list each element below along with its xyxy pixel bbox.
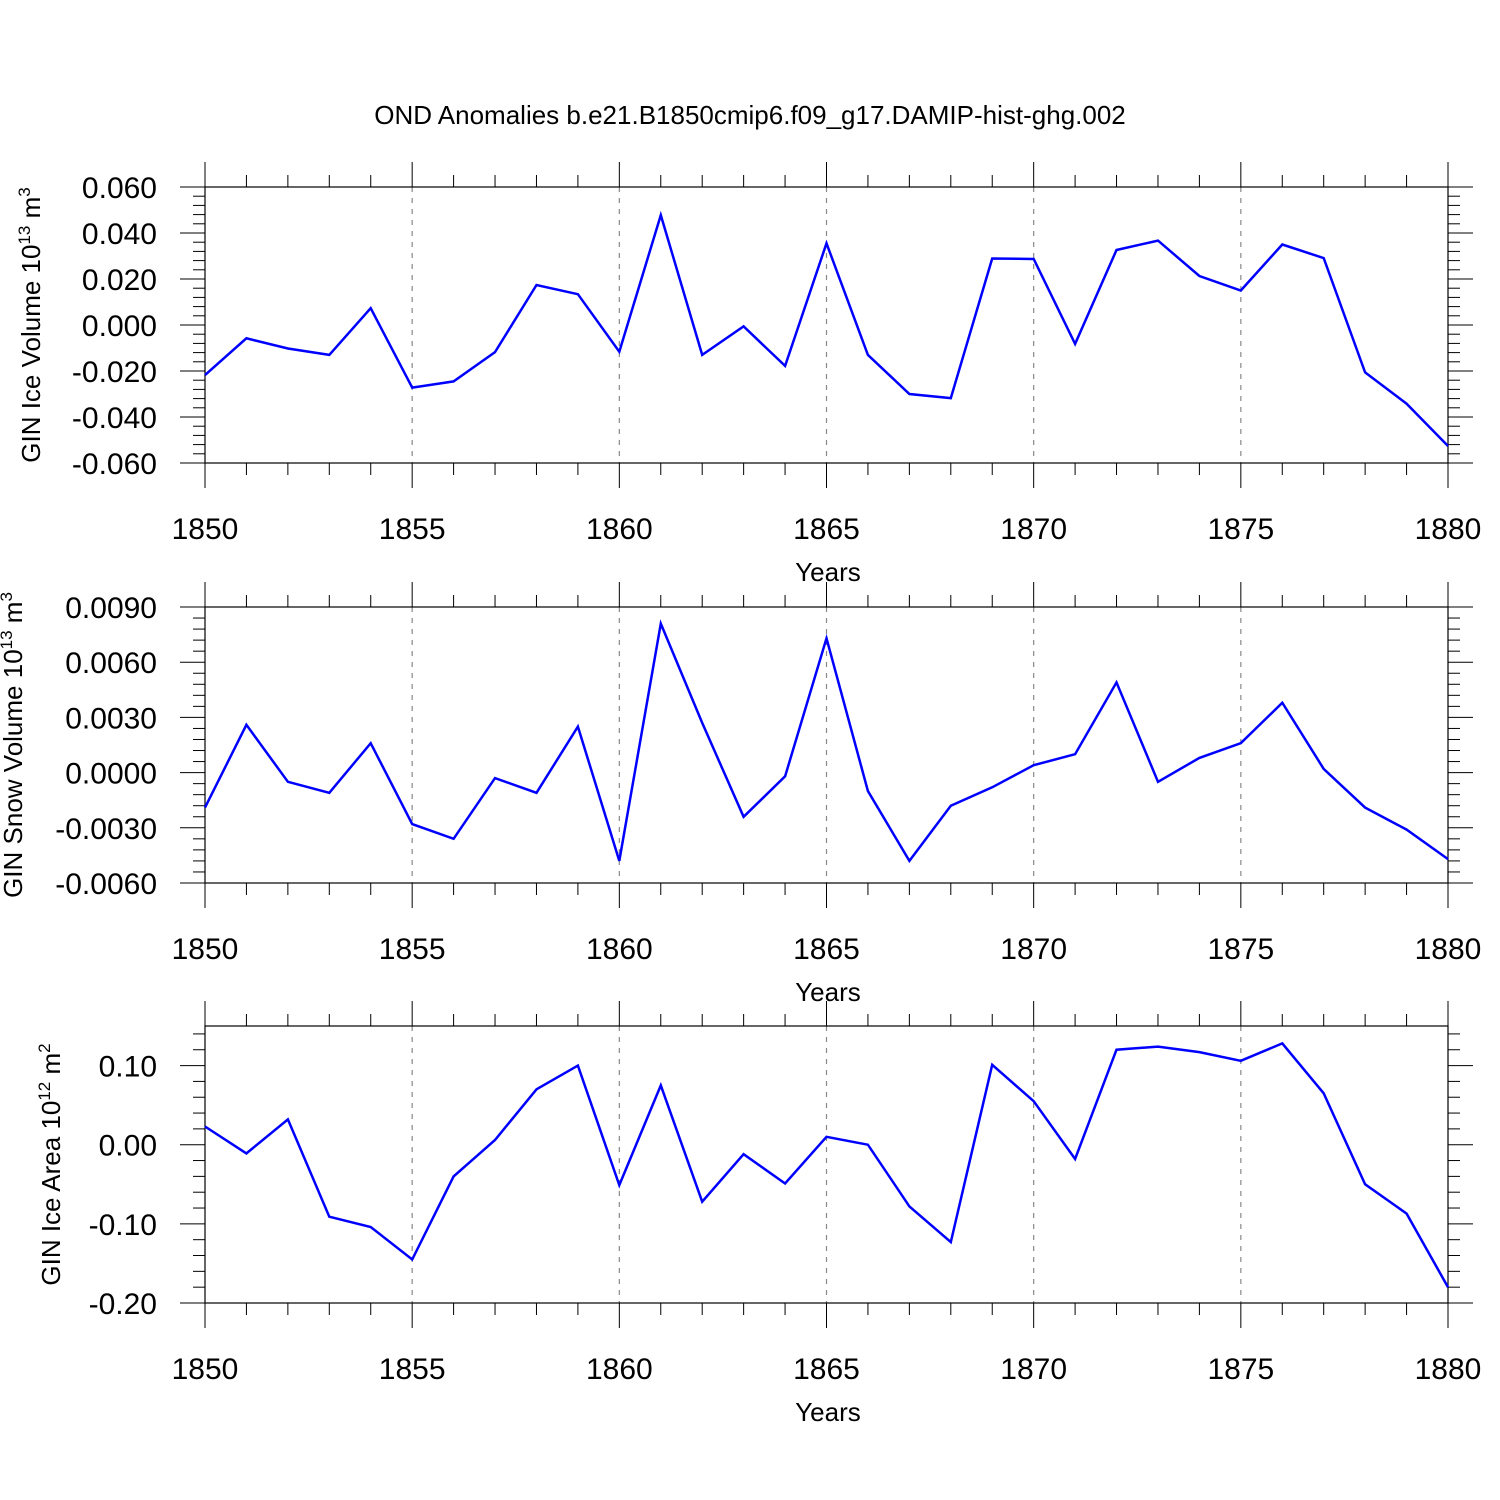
y-axis-title-main: GIN Snow Volume 10: [0, 649, 28, 898]
y-tick-label: 0.040: [82, 218, 157, 251]
y-tick-label: 0.0090: [65, 592, 157, 625]
panel-ice-area: -0.20 -0.10 0.00 0.10 1850 1855 1860 1865 1870 18…: [35, 1001, 1481, 1427]
y-axis-title: GIN Snow Volume 1013 m3: [0, 592, 28, 898]
y-axis-title-unit-exp: 3: [15, 187, 34, 196]
y-tick-label: 0.00: [99, 1130, 157, 1163]
y-axis-title-unit: m: [0, 602, 28, 631]
y-axis-title: GIN Ice Area 1012 m2: [35, 1043, 66, 1285]
y-axis-title-unit-exp: 3: [0, 592, 16, 601]
x-axis-title: Years: [795, 977, 861, 1007]
series-line-ice-area: [204, 1041, 1450, 1288]
x-tick-label: 1855: [379, 933, 446, 966]
x-tick-label: 1865: [793, 513, 860, 546]
x-tick-label: 1875: [1207, 1353, 1274, 1386]
y-tick-label: 0.000: [82, 310, 157, 343]
y-axis-title-unit: m: [36, 1053, 66, 1082]
y-axis-title-exp: 12: [35, 1082, 54, 1101]
x-tick-label: 1855: [379, 1353, 446, 1386]
y-axis-title-exp: 13: [15, 226, 34, 245]
x-tick-label: 1875: [1207, 513, 1274, 546]
y-tick-label: -0.0060: [55, 868, 157, 901]
x-tick-label: 1865: [793, 1353, 860, 1386]
panel-ice-volume: -0.060 -0.040 -0.020 0.000 0.020 0.040 0.060 18…: [15, 162, 1481, 587]
x-tick-label: 1870: [1000, 933, 1067, 966]
x-tick-label: 1860: [586, 933, 653, 966]
y-axis-title: GIN Ice Volume 1013 m3: [15, 187, 46, 463]
y-tick-label: 0.020: [82, 264, 157, 297]
x-axis-title: Years: [795, 1397, 861, 1427]
x-tick-label: 1870: [1000, 513, 1067, 546]
y-tick-label: -0.0030: [55, 813, 157, 846]
y-tick-label: -0.060: [72, 448, 157, 481]
x-tick-label: 1860: [586, 513, 653, 546]
y-tick-label: -0.040: [72, 402, 157, 435]
x-tick-label: 1860: [586, 1353, 653, 1386]
y-axis-title-unit-exp: 2: [35, 1043, 54, 1052]
panel-snow-volume: -0.0060 -0.0030 0.0000 0.0030 0.0060 0.0090 18…: [0, 582, 1481, 1007]
x-tick-label: 1850: [172, 513, 239, 546]
x-tick-label: 1880: [1415, 513, 1482, 546]
y-axis-title-main: GIN Ice Volume 10: [16, 245, 46, 463]
y-axis-title-main: GIN Ice Area 10: [36, 1101, 66, 1286]
y-tick-label: -0.20: [89, 1288, 157, 1321]
y-axis-title-unit: m: [16, 197, 46, 226]
series-line-snow-volume: [203, 619, 1449, 864]
x-tick-label: 1875: [1207, 933, 1274, 966]
y-tick-label: 0.060: [82, 172, 157, 205]
y-tick-label: -0.020: [72, 356, 157, 389]
x-axis-title: Years: [795, 557, 861, 587]
x-tick-label: 1855: [379, 513, 446, 546]
y-tick-label: -0.10: [89, 1209, 157, 1242]
x-tick-label: 1880: [1415, 933, 1482, 966]
y-axis-title-exp: 13: [0, 630, 16, 649]
figure-title: OND Anomalies b.e21.B1850cmip6.f09_g17.D…: [374, 100, 1126, 130]
x-tick-label: 1865: [793, 933, 860, 966]
x-tick-label: 1880: [1415, 1353, 1482, 1386]
y-tick-label: 0.0060: [65, 647, 157, 680]
x-tick-label: 1850: [172, 933, 239, 966]
series-line-ice-volume: [204, 210, 1449, 447]
x-tick-label: 1850: [172, 1353, 239, 1386]
y-tick-label: 0.0000: [65, 758, 157, 791]
y-tick-label: 0.10: [99, 1051, 157, 1084]
y-tick-label: 0.0030: [65, 702, 157, 735]
x-tick-label: 1870: [1000, 1353, 1067, 1386]
